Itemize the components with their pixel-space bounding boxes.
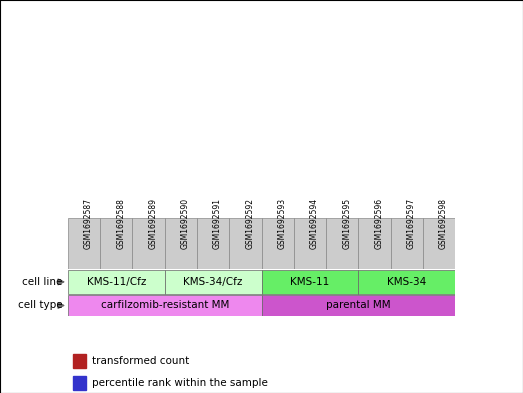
Bar [332, 81, 353, 143]
Text: cell type: cell type [18, 301, 63, 310]
Text: GSM1692587: GSM1692587 [84, 198, 93, 249]
Text: carfilzomib-resistant MM: carfilzomib-resistant MM [100, 301, 229, 310]
FancyBboxPatch shape [165, 218, 197, 269]
Text: KMS-11: KMS-11 [290, 277, 329, 287]
Text: transformed count: transformed count [92, 356, 189, 366]
FancyBboxPatch shape [294, 218, 326, 269]
Bar [74, 81, 95, 188]
FancyBboxPatch shape [358, 218, 391, 269]
Text: GSM1692594: GSM1692594 [310, 198, 319, 249]
Text: GSM1692593: GSM1692593 [278, 198, 287, 249]
Point [435, 102, 443, 108]
Text: GSM1692590: GSM1692590 [181, 198, 190, 249]
Point [370, 198, 379, 205]
Text: GSM1692591: GSM1692591 [213, 198, 222, 249]
Text: GSM1692597: GSM1692597 [407, 198, 416, 249]
Text: GSM1692596: GSM1692596 [374, 198, 383, 249]
FancyBboxPatch shape [68, 218, 100, 269]
FancyBboxPatch shape [68, 270, 165, 294]
FancyBboxPatch shape [262, 295, 455, 316]
FancyBboxPatch shape [197, 218, 229, 269]
FancyBboxPatch shape [165, 270, 262, 294]
FancyBboxPatch shape [326, 218, 358, 269]
Point [305, 144, 314, 150]
Bar [396, 58, 417, 81]
Bar [428, 70, 449, 81]
Bar [364, 81, 385, 154]
Point [80, 209, 88, 216]
FancyBboxPatch shape [262, 218, 294, 269]
FancyBboxPatch shape [262, 270, 358, 294]
Bar [170, 81, 191, 161]
Bar [138, 81, 159, 216]
Point [403, 81, 411, 88]
Text: GSM1692598: GSM1692598 [439, 198, 448, 249]
FancyBboxPatch shape [358, 270, 455, 294]
Text: KMS-11/Cfz: KMS-11/Cfz [87, 277, 146, 287]
FancyBboxPatch shape [132, 218, 165, 269]
Text: KMS-34/Cfz: KMS-34/Cfz [184, 277, 243, 287]
Bar [106, 81, 127, 145]
FancyBboxPatch shape [423, 218, 455, 269]
Point [209, 196, 218, 203]
Title: GDS5826 / 1554274_a_at: GDS5826 / 1554274_a_at [173, 19, 350, 33]
Point [144, 213, 153, 219]
Text: percentile rank within the sample: percentile rank within the sample [92, 378, 267, 388]
Text: GSM1692589: GSM1692589 [149, 198, 157, 249]
Point [112, 206, 120, 212]
Bar [267, 81, 288, 113]
Text: parental MM: parental MM [326, 301, 391, 310]
FancyBboxPatch shape [229, 218, 262, 269]
Point [177, 200, 185, 207]
FancyBboxPatch shape [100, 218, 132, 269]
Point [241, 129, 249, 135]
Text: GSM1692588: GSM1692588 [116, 198, 126, 248]
FancyBboxPatch shape [391, 218, 423, 269]
Text: cell line: cell line [22, 277, 63, 287]
FancyBboxPatch shape [68, 295, 262, 316]
Bar [202, 81, 224, 127]
Bar [299, 77, 321, 81]
Point [338, 200, 346, 207]
Point [274, 165, 282, 172]
Text: GSM1692592: GSM1692592 [245, 198, 254, 249]
Text: GSM1692595: GSM1692595 [342, 198, 351, 249]
Bar [235, 81, 256, 86]
Text: KMS-34: KMS-34 [387, 277, 426, 287]
